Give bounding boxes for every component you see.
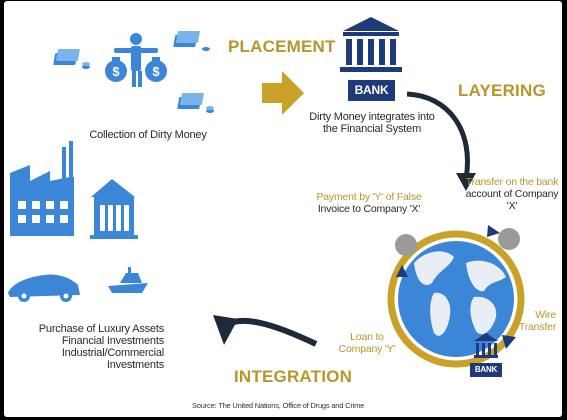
loan-label: Loan to Company 'Y' xyxy=(332,331,402,355)
collection-caption: Collection of Dirty Money xyxy=(89,129,207,141)
cash-stack-icons xyxy=(53,31,214,113)
layering-heading: LAYERING xyxy=(458,81,546,100)
loan-line-1: Loan to xyxy=(350,331,384,343)
ring-node-icons xyxy=(395,228,520,256)
loan-line-2: Company 'Y' xyxy=(338,343,396,355)
transfer-line-2: account of Company 'X' xyxy=(465,188,559,212)
layering-arrow-icon xyxy=(406,91,476,191)
transfer-line-1: Transfer on the bank xyxy=(465,176,559,188)
sports-car-icon xyxy=(8,274,80,302)
wire-line-1: Wire xyxy=(535,309,556,321)
yacht-icon xyxy=(108,267,148,293)
globe-icon xyxy=(398,241,514,357)
transfer-label: Transfer on the bank account of Company … xyxy=(464,176,560,212)
small-bank-icon xyxy=(470,333,502,377)
placement-arrow-icon xyxy=(262,71,304,115)
layering-cycle-ring xyxy=(387,230,525,368)
dirty-money-line-1: Dirty Money integrates into xyxy=(309,111,435,123)
bank-building-icon xyxy=(340,17,402,101)
integration-arrow-icon xyxy=(213,315,318,347)
factory-icon xyxy=(10,141,74,236)
source-caption: Source: The United Nations, Office of Dr… xyxy=(192,401,365,410)
small-bank-label: BANK xyxy=(474,365,498,374)
purchase-line-3: Industrial/Commercial xyxy=(61,347,164,359)
purchase-line-1: Purchase of Luxury Assets xyxy=(38,323,164,335)
mansion-icon xyxy=(90,179,138,239)
purchase-line-2: Financial Investments xyxy=(61,335,164,347)
payment-line-2: Invoice to Company 'X' xyxy=(317,203,421,215)
payment-line-1: Payment by 'Y' of False xyxy=(316,191,422,203)
wire-line-2: Transfer xyxy=(518,321,556,333)
svg-text:$: $ xyxy=(112,64,120,79)
diagram-panel: $ $ xyxy=(4,1,562,417)
placement-heading: PLACEMENT xyxy=(228,37,336,56)
purchase-caption: Purchase of Luxury Assets Financial Inve… xyxy=(24,323,164,371)
diagram-graphics: $ $ xyxy=(8,17,525,377)
top-bank-label: BANK xyxy=(354,83,389,97)
ring-arrow-icons xyxy=(396,225,516,349)
integration-heading: INTEGRATION xyxy=(234,367,353,386)
purchase-line-4: Investments xyxy=(106,359,164,371)
dollar-sign-icons: $ $ xyxy=(112,64,160,79)
dirty-money-caption: Dirty Money integrates into the Financia… xyxy=(302,111,442,135)
payment-label: Payment by 'Y' of False Invoice to Compa… xyxy=(304,191,434,215)
svg-text:$: $ xyxy=(152,64,160,79)
wire-transfer-label: Wire Transfer xyxy=(504,309,556,333)
dirty-money-line-2: the Financial System xyxy=(322,123,422,135)
money-collector-icon xyxy=(105,33,167,87)
